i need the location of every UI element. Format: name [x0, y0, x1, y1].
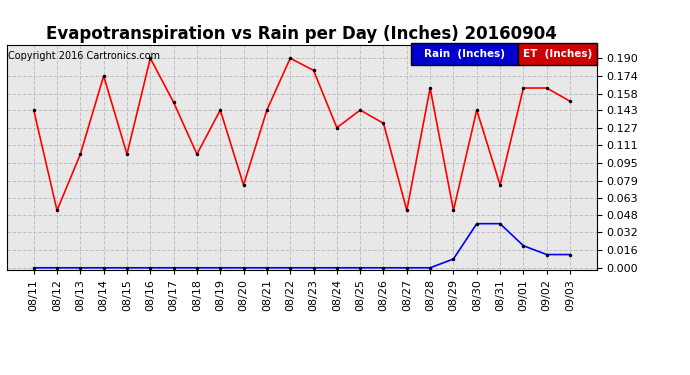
Title: Evapotranspiration vs Rain per Day (Inches) 20160904: Evapotranspiration vs Rain per Day (Inch…	[46, 26, 558, 44]
Text: ET  (Inches): ET (Inches)	[522, 49, 592, 59]
Text: Copyright 2016 Cartronics.com: Copyright 2016 Cartronics.com	[8, 51, 160, 61]
Text: Rain  (Inches): Rain (Inches)	[424, 49, 504, 59]
